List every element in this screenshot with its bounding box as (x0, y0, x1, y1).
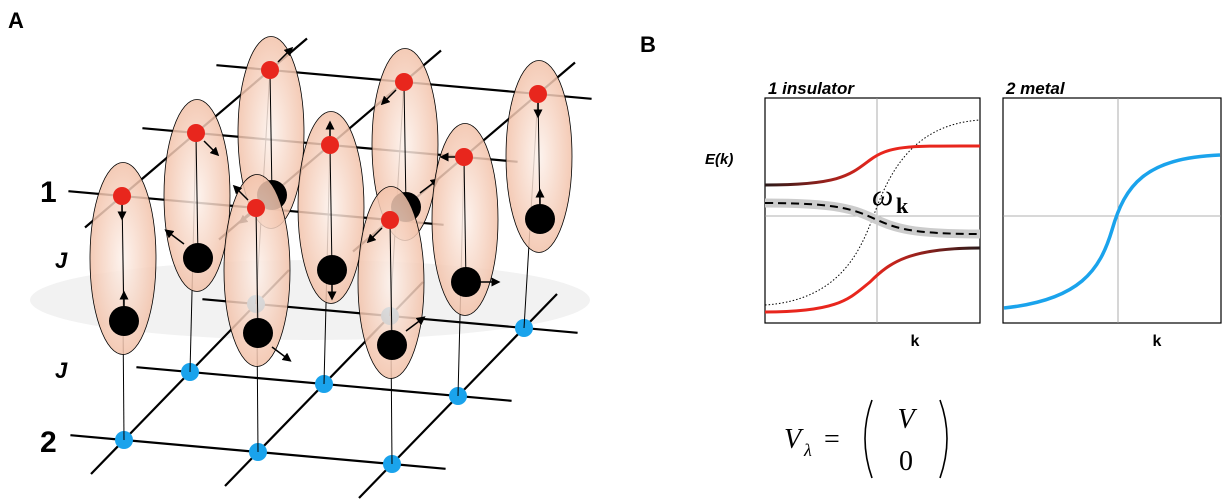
red-site (247, 199, 265, 217)
black-site (317, 255, 347, 285)
lower-band (765, 248, 980, 312)
red-site (187, 124, 205, 142)
x-axis-label: k (911, 333, 920, 350)
red-site (321, 136, 339, 154)
curve-label-subscript: k (896, 193, 909, 218)
equation-subscript: λ (803, 440, 812, 460)
metal-band (1004, 155, 1220, 308)
x-axis-label: k (1153, 333, 1162, 350)
page: A 1 2 J J B 1 insulator E(k) ω k k 2 met… (0, 0, 1222, 504)
black-site (377, 330, 407, 360)
red-site (529, 85, 547, 103)
black-site (183, 243, 213, 273)
y-axis-label: E(k) (705, 151, 733, 168)
panel-label: A (8, 8, 24, 33)
black-site (243, 318, 273, 348)
red-site (395, 73, 413, 91)
curve-label: ω (872, 179, 893, 212)
bracket (865, 400, 872, 478)
black-site (109, 306, 139, 336)
plot-title: 1 insulator (768, 79, 855, 98)
equation-lhs: V (784, 424, 804, 455)
black-site (525, 204, 555, 234)
coupling-label: J (55, 358, 68, 383)
figure: A 1 2 J J B 1 insulator E(k) ω k k 2 met… (0, 0, 1222, 504)
black-site (451, 267, 481, 297)
equation: V λ = V 0 (784, 400, 947, 478)
vector-entry: V (897, 404, 917, 435)
red-site (113, 187, 131, 205)
plot-frame (1003, 98, 1221, 323)
lattice-diagram (30, 37, 592, 499)
layer-label: 1 (40, 176, 57, 209)
plot-insulator: 1 insulator E(k) ω k k (705, 79, 980, 350)
bare-band (765, 120, 980, 305)
red-site (381, 211, 399, 229)
red-site (455, 148, 473, 166)
bracket (940, 400, 947, 478)
plot-title: 2 metal (1005, 79, 1066, 98)
red-site (261, 61, 279, 79)
layer-label: 2 (40, 426, 57, 459)
vector-entry: 0 (899, 446, 913, 477)
plot-metal: 2 metal k (1003, 79, 1221, 350)
coupling-label: J (55, 248, 68, 273)
panel-label: B (640, 32, 656, 57)
equation-relation: = (824, 424, 840, 455)
